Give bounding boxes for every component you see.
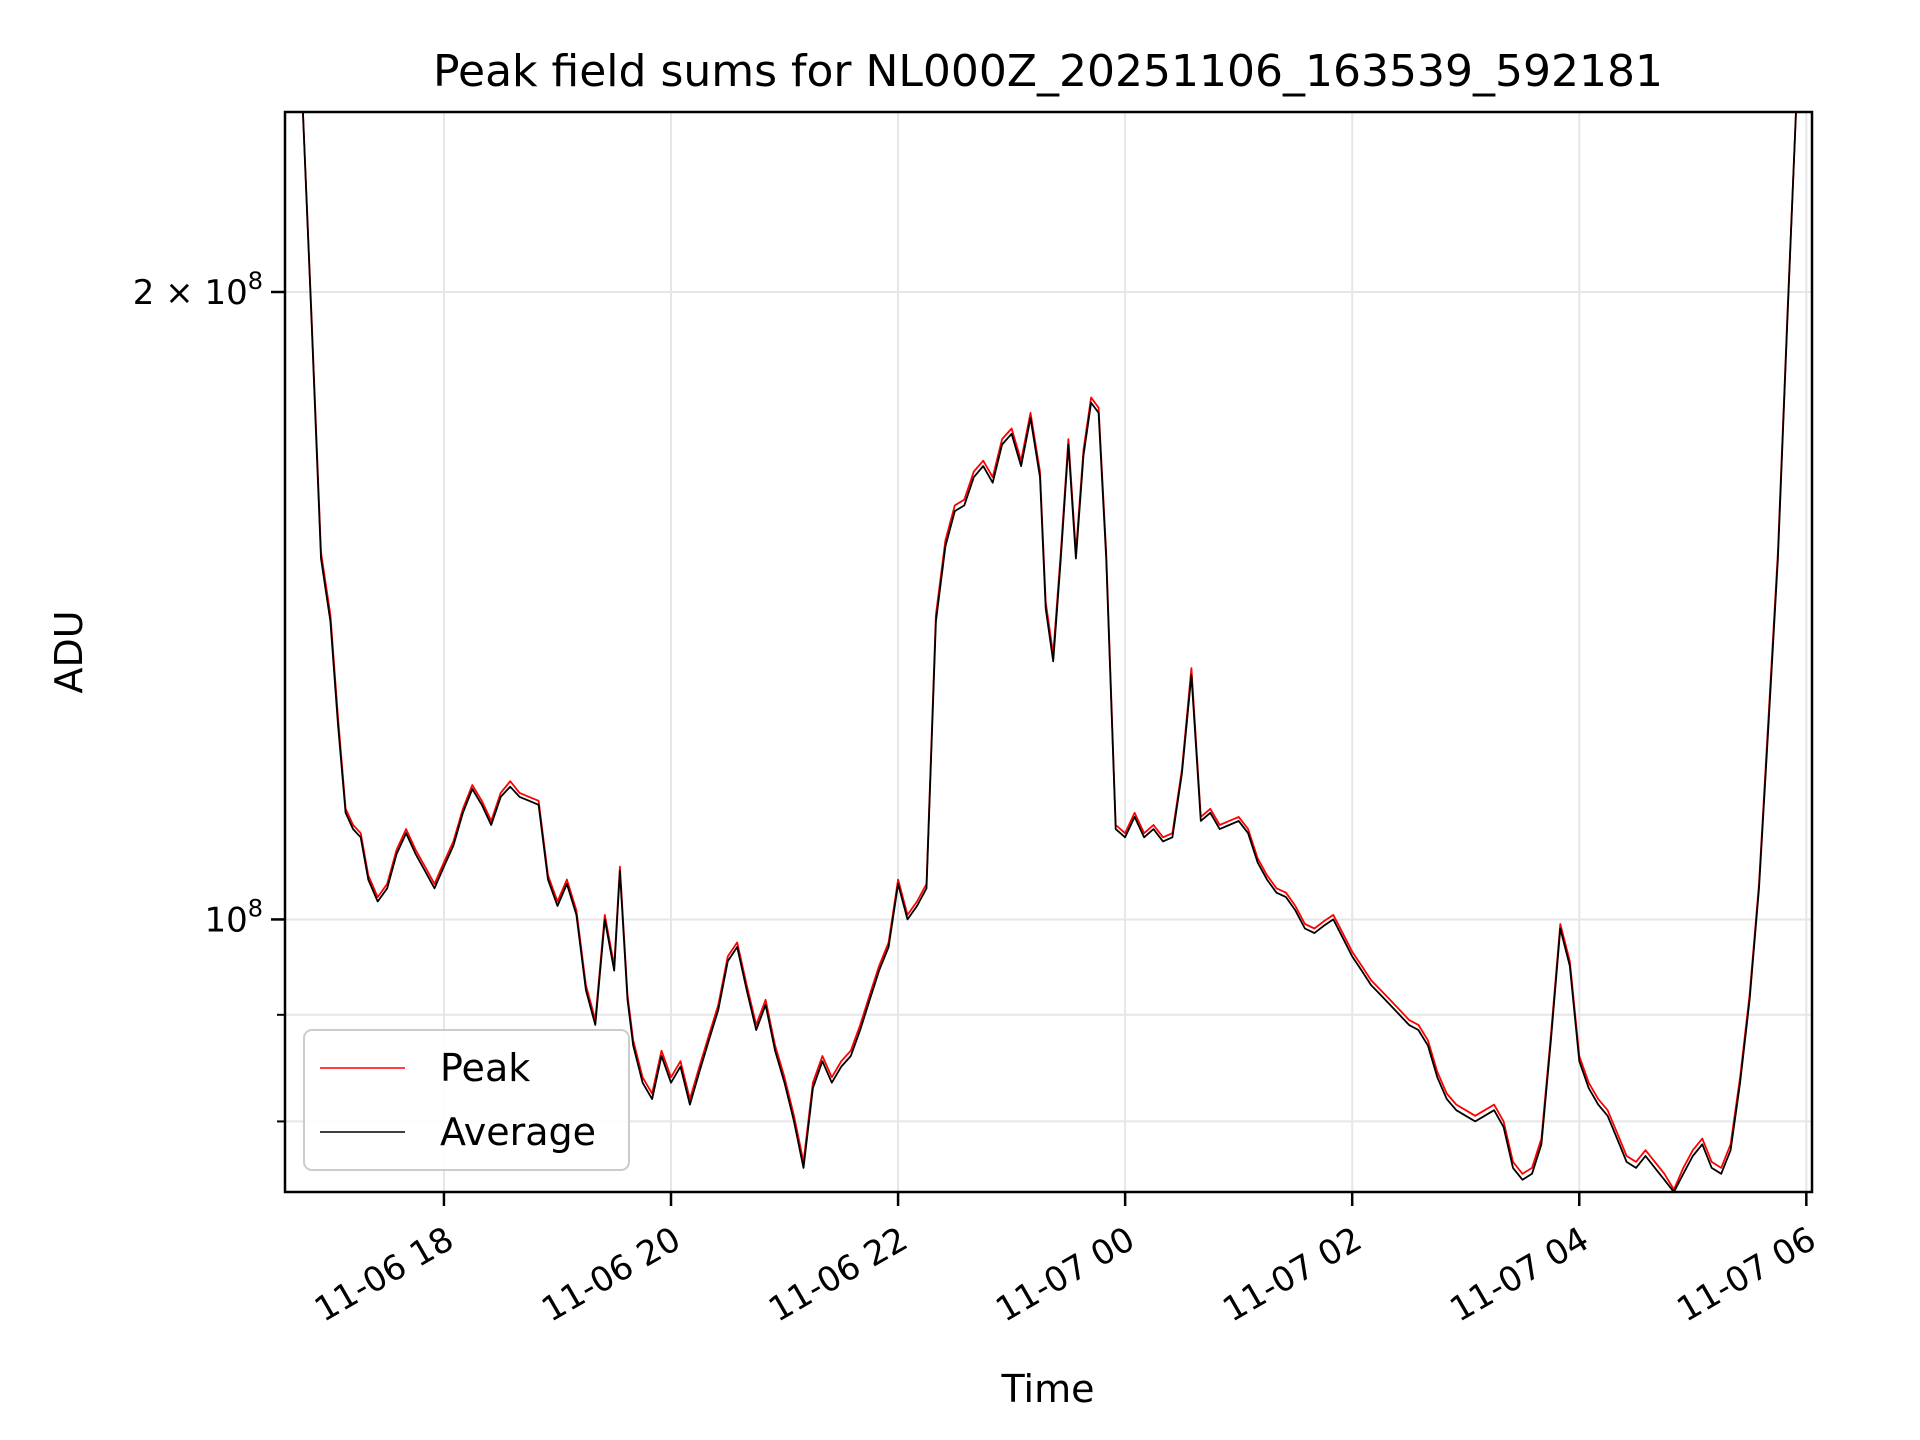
grid [285,112,1812,1192]
y-axis-label: ADU [47,610,91,693]
x-tick-label: 11-07 06 [1670,1219,1822,1330]
x-tick-label: 11-06 22 [762,1219,914,1330]
legend: Peak Average [303,1029,630,1171]
x-tick-label: 11-07 00 [989,1219,1141,1330]
series-layer [302,112,1797,1192]
plot-frame [283,110,1814,1194]
legend-label-average: Average [440,1110,596,1154]
x-tick-label: 11-07 04 [1443,1219,1595,1330]
x-axis-ticks: 11-06 18 11-06 20 11-06 22 11-07 00 11-07 02… [308,1192,1823,1330]
y-tick-label: 108 [204,894,263,940]
legend-label-peak: Peak [440,1046,530,1090]
chart-title: Peak field sums for NL000Z_20251106_1635… [433,46,1663,97]
legend-box [303,1029,630,1171]
series-line-average [302,112,1797,1192]
x-tick-label: 11-07 02 [1216,1219,1368,1330]
y-tick-label: 2 × 108 [133,267,263,313]
y-axis-ticks: 108 2 × 108 [133,267,285,1123]
x-tick-label: 11-06 20 [535,1219,687,1330]
x-axis-label: Time [1001,1367,1095,1411]
x-tick-label: 11-06 18 [308,1219,460,1330]
